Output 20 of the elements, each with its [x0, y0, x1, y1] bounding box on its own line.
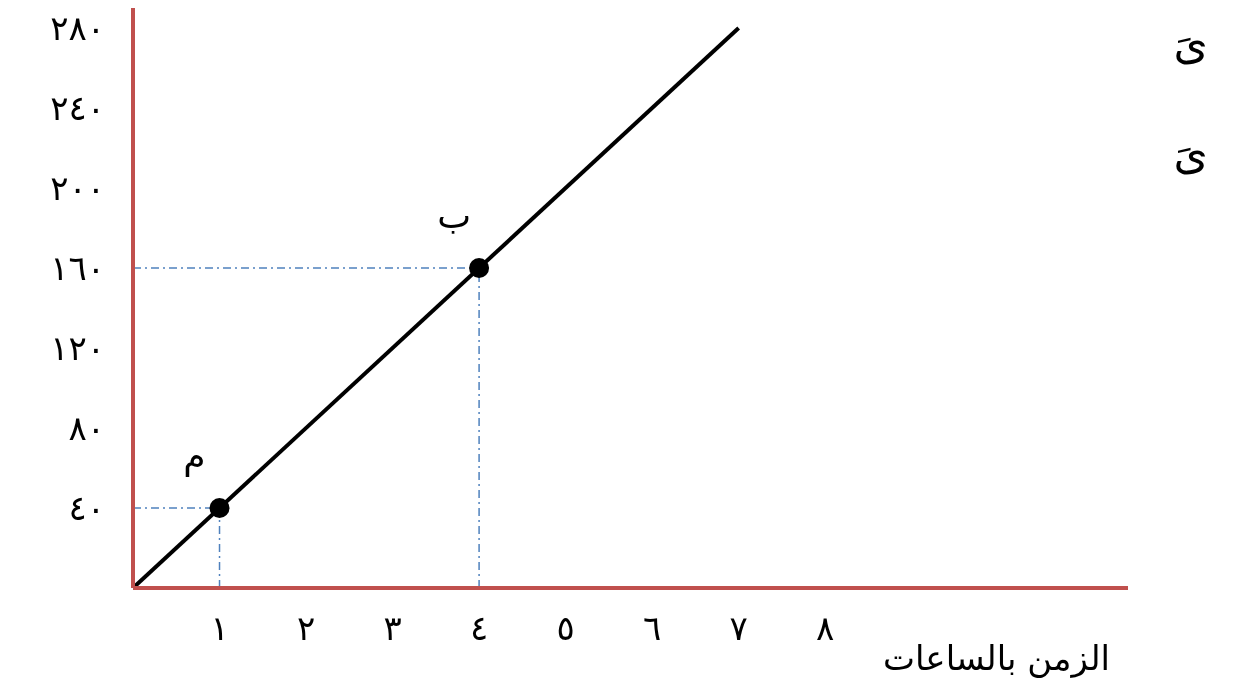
x-tick-label: ٨: [816, 608, 835, 649]
y-tick-label: ١٢٠: [50, 328, 105, 369]
y-tick-label: ٢٠٠: [50, 168, 105, 209]
y-tick-label: ٢٨٠: [50, 8, 105, 49]
annotation: م: [183, 435, 206, 477]
x-tick-label: ٣: [383, 608, 402, 649]
y-tick-label: ٢٤٠: [50, 88, 105, 129]
text: ىَ: [1173, 128, 1208, 179]
x-tick-label: ٤: [469, 608, 489, 649]
y-tick-label: ٨٠: [68, 408, 105, 449]
x-tick-label: ٥: [556, 608, 575, 649]
x-tick-label: ٦: [643, 608, 662, 649]
y-tick-label: ٤٠: [68, 488, 105, 529]
x-axis-title: الزمن بالساعات: [883, 638, 1110, 679]
x-tick-label: ٢: [296, 608, 316, 649]
y-tick-label: ١٦٠: [50, 248, 105, 289]
x-tick-label: ٧: [729, 608, 748, 649]
text: ىَ: [1173, 18, 1208, 69]
x-tick-label: ١: [210, 608, 229, 649]
annotation: ب: [437, 195, 472, 236]
